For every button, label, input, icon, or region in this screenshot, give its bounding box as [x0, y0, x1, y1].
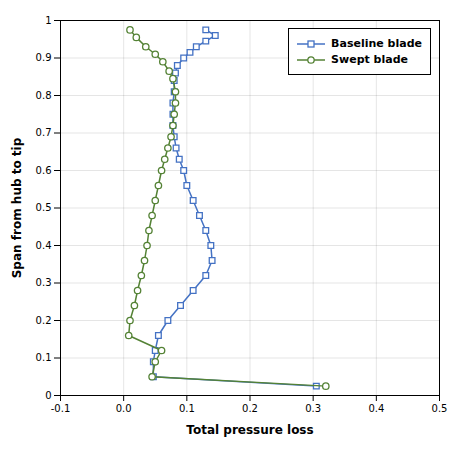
svg-text:0.7: 0.7	[36, 127, 52, 138]
svg-text:0.1: 0.1	[179, 403, 195, 414]
svg-text:0.8: 0.8	[36, 90, 52, 101]
svg-text:1: 1	[45, 15, 51, 26]
svg-text:Total pressure loss: Total pressure loss	[186, 423, 313, 437]
svg-text:0.6: 0.6	[36, 165, 52, 176]
svg-text:0.9: 0.9	[36, 52, 52, 63]
svg-text:0.3: 0.3	[305, 403, 321, 414]
svg-text:0.3: 0.3	[36, 277, 52, 288]
svg-text:-0.1: -0.1	[51, 403, 71, 414]
svg-text:0.5: 0.5	[432, 403, 448, 414]
svg-text:0.5: 0.5	[36, 202, 52, 213]
svg-text:0.4: 0.4	[36, 240, 52, 251]
svg-text:0.0: 0.0	[116, 403, 132, 414]
svg-text:0.1: 0.1	[36, 352, 52, 363]
svg-text:0.4: 0.4	[368, 403, 384, 414]
svg-text:0.2: 0.2	[242, 403, 258, 414]
svg-text:0: 0	[45, 390, 51, 401]
svg-text:Span from hub to tip: Span from hub to tip	[10, 137, 24, 278]
html-text:Baseline blade: Baseline blade	[331, 37, 422, 50]
html-text:Swept blade: Swept blade	[331, 53, 408, 66]
svg-text:0.2: 0.2	[36, 315, 52, 326]
